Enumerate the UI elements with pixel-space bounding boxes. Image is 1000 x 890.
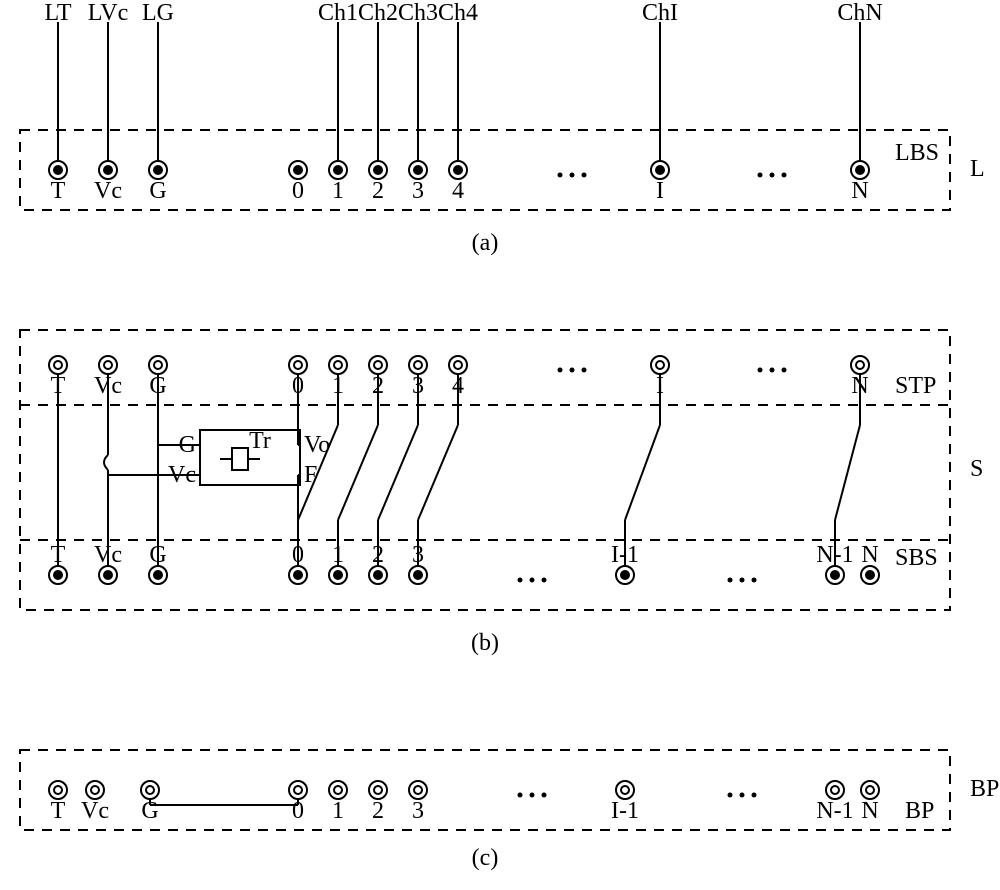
pin-label: G [141,798,158,825]
diagram-svg [0,0,1000,890]
pin-label: I [656,373,664,400]
tr-label: Tr [249,428,271,455]
pin-label: N [861,542,878,569]
pin-label: 4 [452,178,464,205]
pin-label: Vc [94,542,122,569]
pin-label: N [861,798,878,825]
pin-label: 1 [332,373,344,400]
pin-label: G [149,178,166,205]
pin-label: 3 [412,542,424,569]
pin-label: 3 [412,798,424,825]
pin-label: 0 [292,798,304,825]
pin-label: 2 [372,542,384,569]
pin-label: 2 [372,178,384,205]
pin-label: N [851,373,868,400]
pin-label: 4 [452,373,464,400]
panel-b-bot-label: SBS [895,545,938,572]
pin-label: N-1 [816,798,853,825]
tr-port-f: F [304,462,317,489]
pin-label: 2 [372,373,384,400]
pin-label: Vc [81,798,109,825]
caption-b: (b) [471,630,499,657]
lead-label: LT [44,0,71,27]
lead-label: Ch4 [438,0,478,27]
pin-label: T [51,178,66,205]
pin-label: 0 [292,178,304,205]
pin-label: 3 [412,178,424,205]
pin-label: I-1 [611,542,639,569]
panel-c-inner-label: BP [905,798,934,825]
tr-port-vo: Vo [304,432,330,459]
lead-label: LVc [88,0,128,27]
lead-label: ChN [837,0,882,27]
pin-label: G [149,373,166,400]
pin-label: 2 [372,798,384,825]
pin-label: Vc [94,178,122,205]
lead-label: ChI [642,0,678,27]
caption-c: (c) [472,845,499,872]
pin-label: T [51,373,66,400]
pin-label: I-1 [611,798,639,825]
panel-a-label: L [970,156,985,183]
tr-port-g: G [179,432,196,459]
pin-label: 1 [332,542,344,569]
pin-label: 1 [332,178,344,205]
panel-a-inner-label: LBS [895,140,939,167]
panel-b-label: S [970,456,983,483]
pin-label: G [149,542,166,569]
lead-label: Ch3 [398,0,438,27]
pin-label: 0 [292,373,304,400]
lead-label: LG [142,0,174,27]
pin-label: Vc [94,373,122,400]
panel-c-label: BP [970,776,999,803]
pin-label: 0 [292,542,304,569]
pin-label: N-1 [816,542,853,569]
caption-a: (a) [472,230,499,257]
pin-label: T [51,798,66,825]
tr-port-vc: Vc [168,462,196,489]
lead-label: Ch2 [358,0,398,27]
pin-label: T [51,542,66,569]
lead-label: Ch1 [318,0,358,27]
panel-b-top-label: STP [895,373,936,400]
pin-label: N [851,178,868,205]
pin-label: 3 [412,373,424,400]
pin-label: 1 [332,798,344,825]
pin-label: I [656,178,664,205]
